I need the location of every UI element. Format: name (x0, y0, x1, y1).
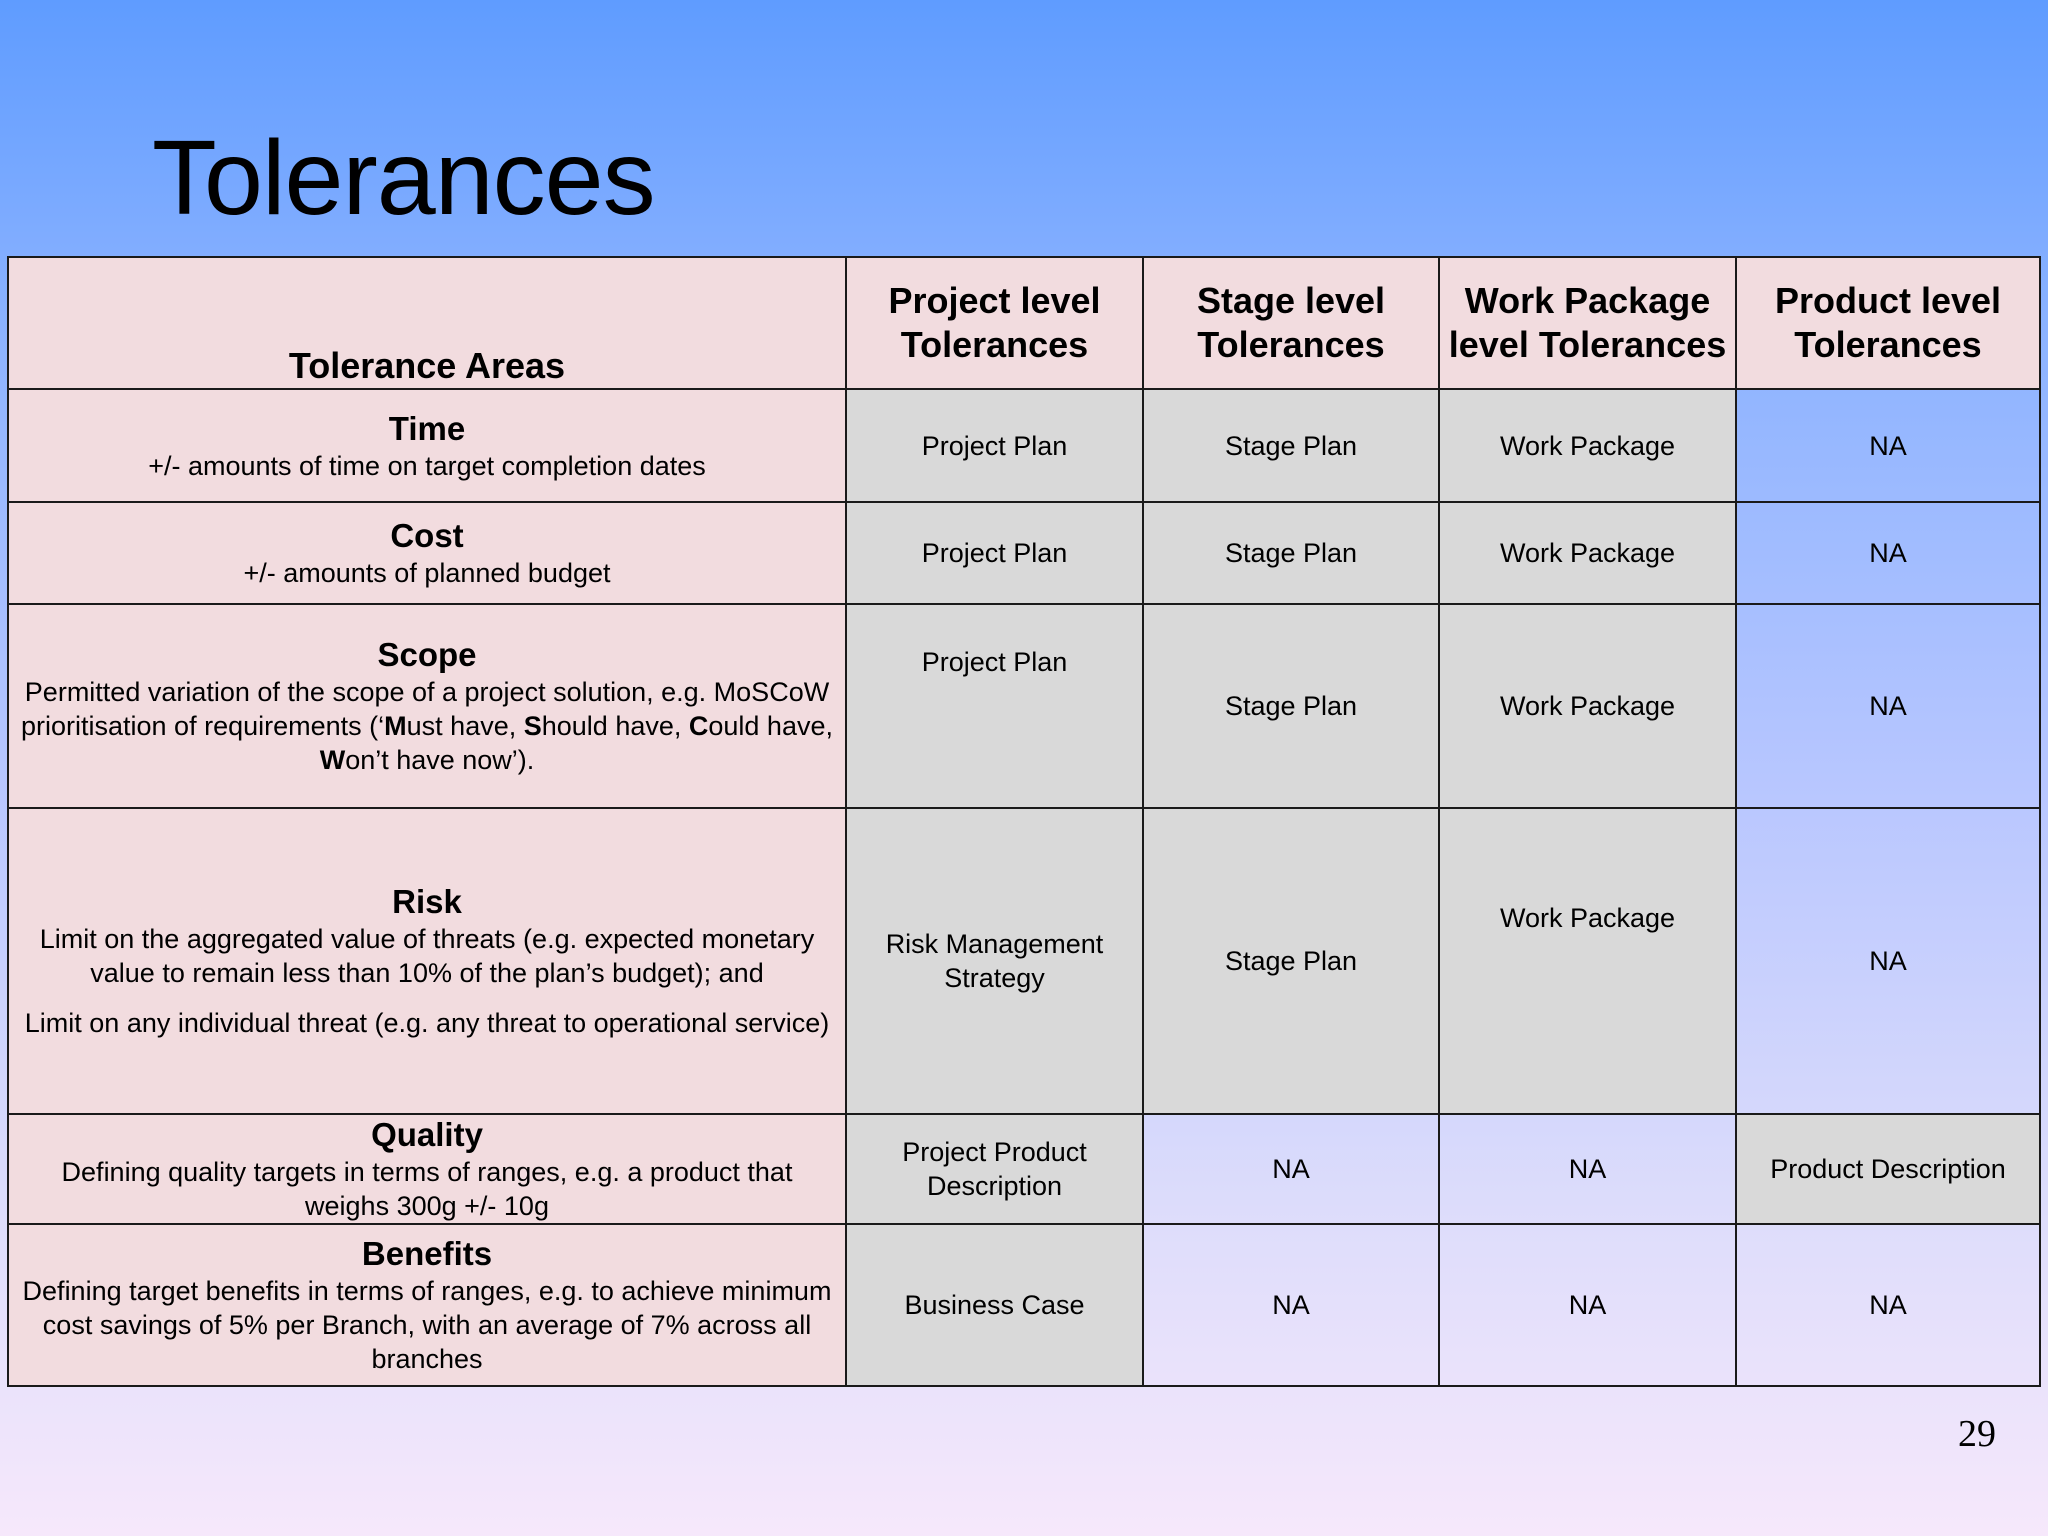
project-level-cell: Project Plan (845, 501, 1144, 605)
work-package-level-cell: Work Package (1438, 603, 1737, 809)
stage-level-cell: Stage Plan (1142, 388, 1440, 503)
area-title: Quality (371, 1116, 483, 1153)
header-work-package-level: Work Package level Tolerances (1438, 256, 1737, 390)
header-stage-level: Stage level Tolerances (1142, 256, 1440, 390)
tolerances-table: Tolerance Areas Project level Tolerances… (7, 256, 2041, 1387)
product-level-cell: NA (1735, 501, 2041, 605)
work-package-level-cell: NA (1438, 1223, 1737, 1387)
work-package-level-cell: Work Package (1438, 388, 1737, 503)
area-description: +/- amounts of time on target completion… (148, 450, 706, 481)
area-description: Permitted variation of the scope of a pr… (21, 677, 833, 775)
product-level-cell: Product Description (1735, 1113, 2041, 1225)
work-package-level-cell: NA (1438, 1113, 1737, 1225)
table-row: Scope Permitted variation of the scope o… (7, 603, 2041, 809)
stage-level-cell: Stage Plan (1142, 501, 1440, 605)
area-title: Benefits (361, 1235, 493, 1272)
area-cell-scope: Scope Permitted variation of the scope o… (7, 603, 847, 809)
stage-level-cell: Stage Plan (1142, 603, 1440, 809)
table-row: Time +/- amounts of time on target compl… (7, 388, 2041, 503)
work-package-level-cell: Work Package (1438, 807, 1737, 1115)
area-description: Defining target benefits in terms of ran… (22, 1276, 832, 1374)
area-description: Defining quality targets in terms of ran… (61, 1157, 793, 1221)
header-product-level: Product level Tolerances (1735, 256, 2041, 390)
page-number: 29 (1958, 1413, 1996, 1455)
area-cell-quality: Quality Defining quality targets in term… (7, 1113, 847, 1225)
slide-title: Tolerances (152, 119, 656, 237)
stage-level-cell: NA (1142, 1113, 1440, 1225)
area-description-secondary: Limit on any individual threat (e.g. any… (24, 1008, 830, 1038)
header-tolerance-areas: Tolerance Areas (7, 256, 847, 390)
area-title: Scope (377, 636, 477, 673)
project-level-cell: Project Plan (845, 603, 1144, 809)
work-package-level-cell: Work Package (1438, 501, 1737, 605)
area-title: Cost (390, 517, 464, 554)
project-level-cell: Project Plan (845, 388, 1144, 503)
stage-level-cell: Stage Plan (1142, 807, 1440, 1115)
project-level-cell: Project Product Description (845, 1113, 1144, 1225)
area-cell-cost: Cost +/- amounts of planned budget (7, 501, 847, 605)
table-header-row: Tolerance Areas Project level Tolerances… (7, 256, 2041, 390)
table-row: Cost +/- amounts of planned budget Proje… (7, 501, 2041, 605)
product-level-cell: NA (1735, 388, 2041, 503)
area-cell-time: Time +/- amounts of time on target compl… (7, 388, 847, 503)
area-title: Time (388, 409, 466, 447)
header-project-level: Project level Tolerances (845, 256, 1144, 390)
project-level-cell: Risk Management Strategy (845, 807, 1144, 1115)
product-level-cell: NA (1735, 1223, 2041, 1387)
area-description: +/- amounts of planned budget (243, 558, 611, 588)
table-row: Benefits Defining target benefits in ter… (7, 1223, 2041, 1387)
area-cell-benefits: Benefits Defining target benefits in ter… (7, 1223, 847, 1387)
area-description: Limit on the aggregated value of threats… (39, 924, 815, 988)
table-row: Risk Limit on the aggregated value of th… (7, 807, 2041, 1115)
area-cell-risk: Risk Limit on the aggregated value of th… (7, 807, 847, 1115)
product-level-cell: NA (1735, 603, 2041, 809)
table-row: Quality Defining quality targets in term… (7, 1113, 2041, 1225)
project-level-cell: Business Case (845, 1223, 1144, 1387)
stage-level-cell: NA (1142, 1223, 1440, 1387)
product-level-cell: NA (1735, 807, 2041, 1115)
area-title: Risk (392, 883, 462, 920)
